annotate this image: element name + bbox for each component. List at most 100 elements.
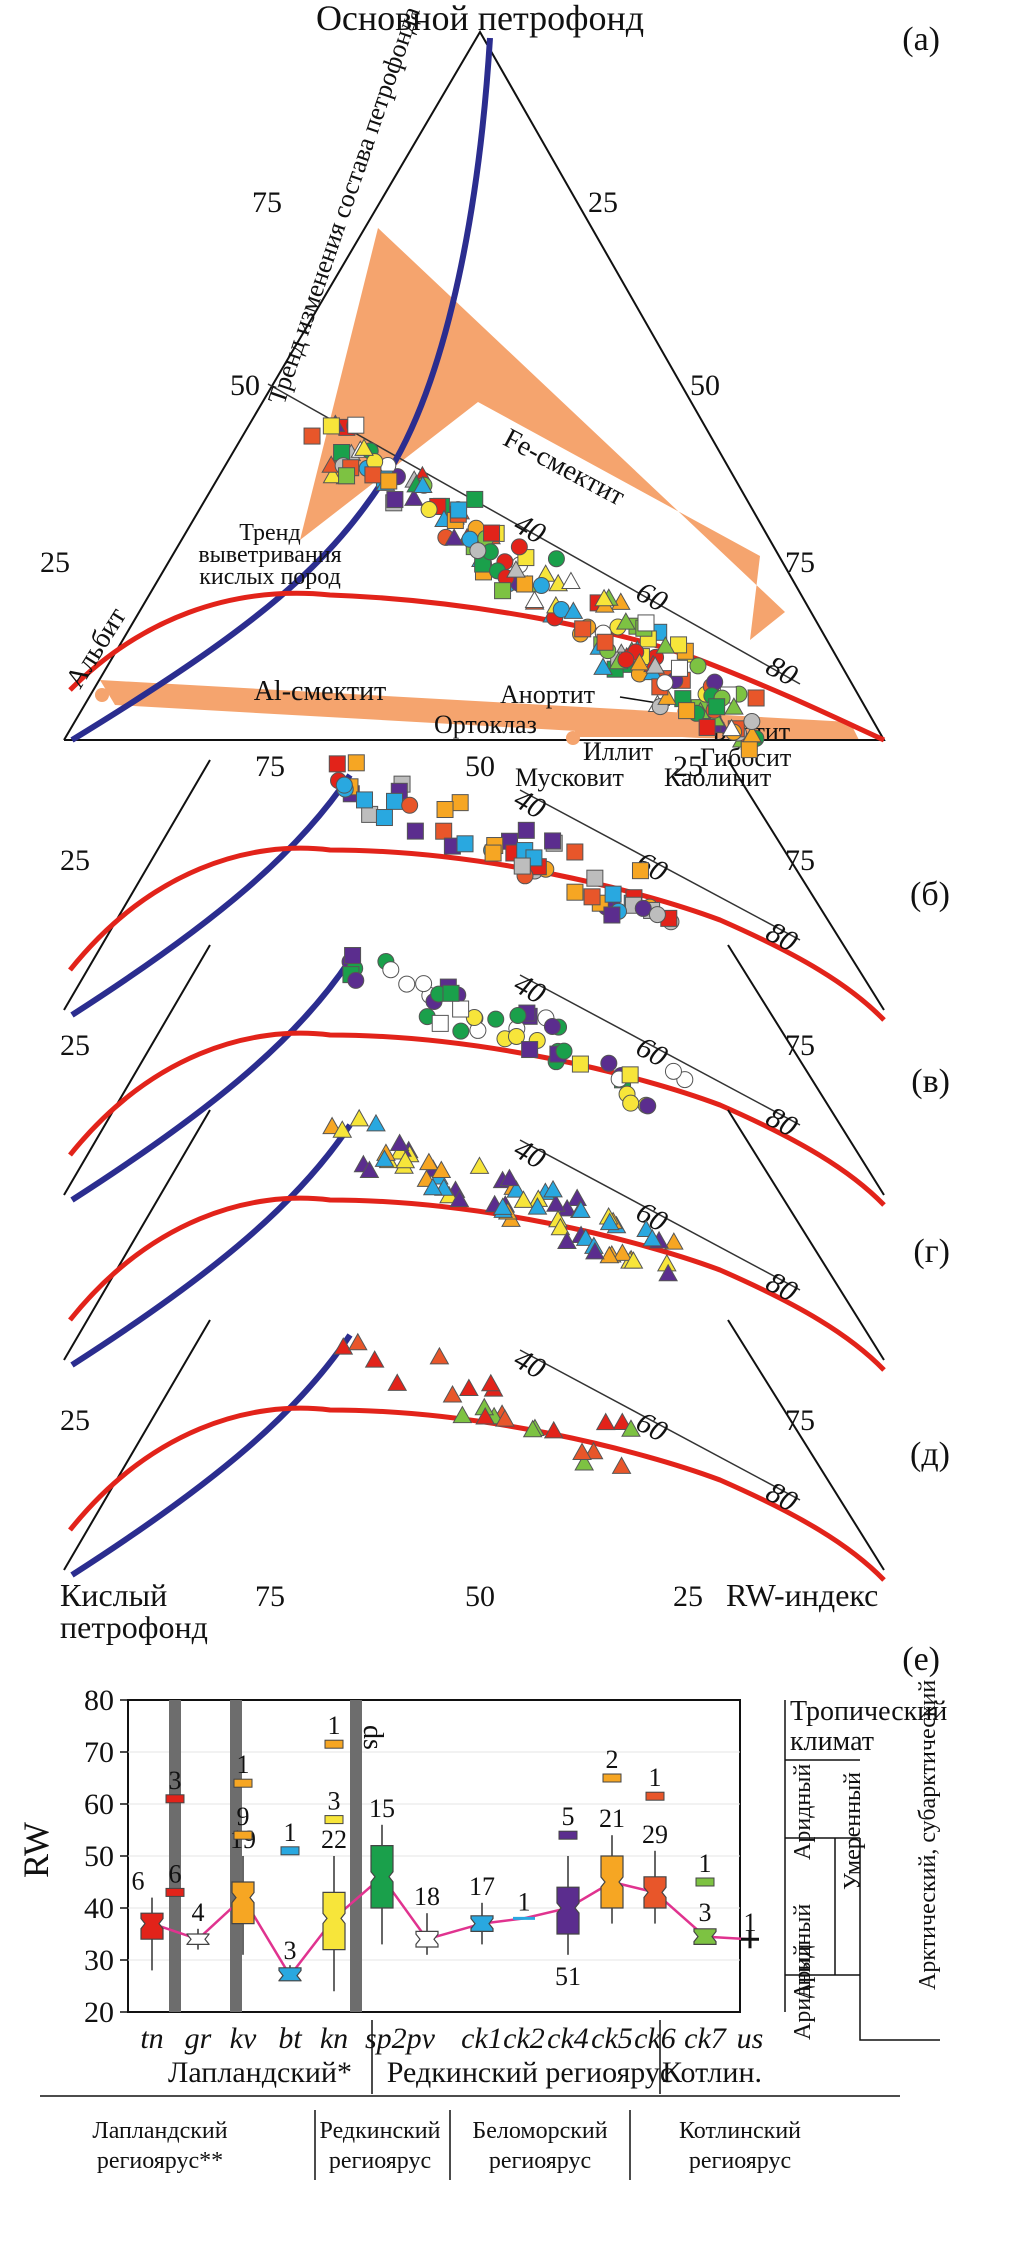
data-point bbox=[594, 588, 614, 607]
climate-label: Умеренный bbox=[840, 1772, 866, 1890]
panel-e-boxplot: (е)20304050607080RWds6419322151817151212… bbox=[16, 1641, 947, 2180]
data-point bbox=[557, 1231, 577, 1249]
rw-axis bbox=[519, 789, 801, 941]
climate-brackets bbox=[784, 1700, 940, 2041]
data-point bbox=[623, 1251, 644, 1269]
category-label: ck2 bbox=[503, 2022, 545, 2055]
data-point bbox=[645, 656, 666, 674]
outlier-count: 6 bbox=[169, 1859, 182, 1888]
mineral-orthoclase: Ортоклаз bbox=[434, 710, 537, 739]
category-label: bt bbox=[278, 2022, 302, 2055]
panel-label: (г) bbox=[913, 1233, 950, 1270]
climate-label: Аридный bbox=[790, 1904, 816, 2000]
d-bottom-tick-75: 75 bbox=[255, 1580, 285, 1613]
data-point bbox=[547, 550, 565, 568]
data-point bbox=[621, 1066, 639, 1084]
petrofund-trend-curve bbox=[70, 773, 353, 1018]
data-point bbox=[420, 501, 438, 519]
box-kv bbox=[231, 1881, 255, 1925]
data-point bbox=[406, 822, 424, 840]
data-point bbox=[544, 832, 562, 850]
category-label: tn bbox=[140, 2022, 163, 2055]
outlier-count: 1 bbox=[237, 1750, 250, 1779]
data-point bbox=[670, 659, 688, 677]
count-label: 51 bbox=[555, 1962, 581, 1991]
data-point bbox=[483, 524, 501, 542]
data-point bbox=[664, 1062, 682, 1080]
data-point bbox=[596, 633, 614, 651]
right-tick-25: 25 bbox=[588, 186, 618, 219]
category-label: us bbox=[737, 2022, 764, 2055]
data-point bbox=[356, 791, 374, 809]
frame-edges bbox=[63, 944, 885, 1196]
data-point bbox=[338, 467, 356, 485]
category-label: ck6 bbox=[634, 2022, 676, 2055]
data-point bbox=[422, 1177, 443, 1196]
data-point bbox=[583, 1441, 604, 1460]
data-point bbox=[412, 475, 433, 493]
mineral-illite: Иллит bbox=[583, 737, 653, 766]
tick-75: 75 bbox=[785, 844, 815, 877]
acid-petrofund-label-1: Кислый bbox=[60, 1577, 167, 1613]
outlier-count: 9 bbox=[237, 1802, 250, 1831]
data-point bbox=[543, 1018, 561, 1036]
data-point bbox=[415, 975, 433, 993]
mineral-anorthite: Анортит bbox=[500, 680, 595, 709]
data-point bbox=[663, 1232, 684, 1250]
outlier-box bbox=[695, 1877, 715, 1887]
left-tick-25: 25 bbox=[40, 546, 70, 579]
data-point bbox=[721, 718, 742, 737]
al-smectite-label: Al-смектит bbox=[254, 676, 387, 707]
box-pv bbox=[415, 1930, 439, 1948]
d-bottom-tick-25: 25 bbox=[673, 1580, 703, 1613]
tick-40: 40 bbox=[509, 967, 551, 1010]
category-label: sp2pv bbox=[365, 2022, 436, 2055]
data-point bbox=[436, 801, 454, 819]
outlier-count: 3 bbox=[328, 1787, 341, 1816]
data-point bbox=[567, 1188, 587, 1206]
data-point bbox=[389, 1133, 410, 1152]
data-point bbox=[452, 1022, 470, 1040]
outlier-box bbox=[324, 1815, 344, 1825]
data-point bbox=[450, 501, 468, 519]
data-point bbox=[740, 741, 758, 759]
lower-group-label: Котлинский bbox=[679, 2118, 801, 2144]
data-point bbox=[574, 1452, 595, 1471]
data-point bbox=[524, 590, 545, 609]
data-point bbox=[442, 1385, 463, 1403]
panel-label: (б) bbox=[910, 876, 950, 913]
count-label: 15 bbox=[369, 1794, 395, 1823]
acid-petrofund-label-2: петрофонд bbox=[60, 1609, 208, 1645]
count-label: 21 bbox=[599, 1804, 625, 1833]
data-point bbox=[364, 466, 382, 484]
data-point bbox=[451, 794, 469, 812]
y-tick-label: 80 bbox=[84, 1684, 114, 1717]
data-point bbox=[593, 657, 613, 675]
box-us bbox=[741, 1930, 759, 1949]
data-point bbox=[452, 1000, 470, 1018]
count-label: 17 bbox=[469, 1872, 495, 1901]
data-point bbox=[521, 1041, 539, 1059]
data-point bbox=[516, 575, 534, 593]
data-point bbox=[354, 438, 374, 456]
outlier-box bbox=[165, 1794, 185, 1804]
data-point bbox=[374, 1149, 395, 1167]
right-tick-50: 50 bbox=[690, 369, 720, 402]
tick-60: 60 bbox=[631, 1405, 673, 1448]
data-point bbox=[375, 809, 393, 827]
data-point bbox=[708, 698, 726, 716]
lower-group-label: Лапландский bbox=[92, 2118, 227, 2144]
data-point bbox=[599, 1245, 620, 1264]
data-point bbox=[382, 961, 400, 979]
box-bt bbox=[278, 1967, 302, 1982]
data-point bbox=[689, 657, 707, 675]
group-label: Котлин. bbox=[662, 2056, 762, 2089]
count-label: 6 bbox=[132, 1867, 145, 1896]
outlier-count: 1 bbox=[328, 1711, 341, 1740]
data-point bbox=[612, 1412, 633, 1430]
box-ck5 bbox=[600, 1855, 624, 1909]
outlier-count: 3 bbox=[169, 1766, 182, 1795]
